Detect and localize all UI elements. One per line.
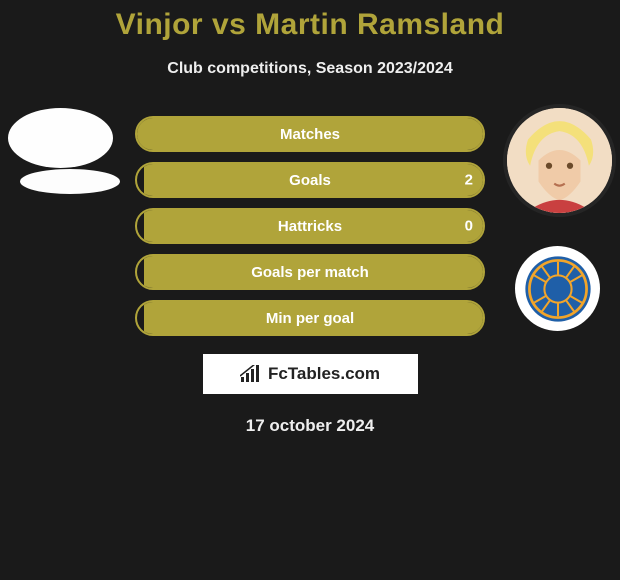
stat-label: Matches <box>280 126 340 143</box>
stat-label: Hattricks <box>278 218 342 235</box>
page-subtitle: Club competitions, Season 2023/2024 <box>0 60 620 78</box>
stat-value-right: 0 <box>465 218 473 235</box>
stat-row: Goals per match <box>135 254 485 290</box>
report-date: 17 october 2024 <box>0 416 620 436</box>
chart-icon <box>240 365 262 383</box>
player-right-avatar <box>507 108 612 213</box>
player-right-club-badge <box>515 246 600 331</box>
stat-label: Min per goal <box>266 310 354 327</box>
stats-panel: Matches Goals 2 Hattricks 0 Goals per match Mi… <box>0 116 620 436</box>
stat-row: Goals 2 <box>135 162 485 198</box>
stat-label: Goals per match <box>251 264 369 281</box>
site-logo-text: FcTables.com <box>268 364 380 384</box>
player-left-avatar <box>8 108 113 168</box>
page-title: Vinjor vs Martin Ramsland <box>0 8 620 42</box>
stat-value-right: 2 <box>465 172 473 189</box>
player-left-club-badge <box>20 169 120 194</box>
stat-row: Matches <box>135 116 485 152</box>
stat-row: Min per goal <box>135 300 485 336</box>
stat-label: Goals <box>289 172 331 189</box>
stat-row: Hattricks 0 <box>135 208 485 244</box>
site-logo: FcTables.com <box>203 354 418 394</box>
